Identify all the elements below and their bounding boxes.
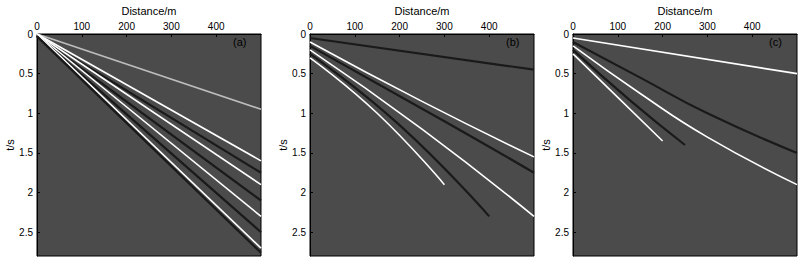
svg-text:Distance/m: Distance/m — [121, 5, 176, 17]
svg-text:0: 0 — [563, 29, 569, 40]
svg-text:Distance/m: Distance/m — [657, 5, 712, 17]
svg-text:400: 400 — [481, 21, 498, 32]
svg-text:200: 200 — [391, 21, 408, 32]
svg-text:(a): (a) — [233, 36, 246, 48]
svg-text:2.5: 2.5 — [555, 227, 569, 238]
svg-text:t/s: t/s — [277, 139, 289, 151]
svg-text:1.5: 1.5 — [292, 147, 306, 158]
svg-text:0.5: 0.5 — [292, 68, 306, 79]
svg-text:1: 1 — [563, 108, 569, 119]
svg-text:2: 2 — [27, 187, 33, 198]
svg-text:0: 0 — [27, 29, 33, 40]
svg-text:2.5: 2.5 — [19, 227, 33, 238]
svg-text:Distance/m: Distance/m — [394, 5, 449, 17]
svg-text:200: 200 — [654, 21, 671, 32]
svg-text:0: 0 — [300, 29, 306, 40]
svg-text:0: 0 — [34, 21, 40, 32]
svg-text:2.5: 2.5 — [292, 227, 306, 238]
svg-text:1.5: 1.5 — [19, 147, 33, 158]
svg-text:(c): (c) — [769, 36, 782, 48]
svg-text:0.5: 0.5 — [555, 68, 569, 79]
svg-text:400: 400 — [208, 21, 225, 32]
svg-text:t/s: t/s — [540, 139, 552, 151]
svg-text:300: 300 — [163, 21, 180, 32]
svg-text:300: 300 — [699, 21, 716, 32]
svg-text:100: 100 — [609, 21, 626, 32]
svg-text:(b): (b) — [506, 36, 519, 48]
svg-text:0: 0 — [570, 21, 576, 32]
svg-text:200: 200 — [118, 21, 135, 32]
svg-text:300: 300 — [436, 21, 453, 32]
svg-text:0.5: 0.5 — [19, 68, 33, 79]
svg-text:2: 2 — [563, 187, 569, 198]
svg-text:400: 400 — [744, 21, 761, 32]
svg-text:1: 1 — [300, 108, 306, 119]
svg-text:2: 2 — [300, 187, 306, 198]
svg-text:t/s: t/s — [4, 139, 16, 151]
svg-text:1: 1 — [27, 108, 33, 119]
svg-text:1.5: 1.5 — [555, 147, 569, 158]
svg-text:100: 100 — [73, 21, 90, 32]
svg-text:100: 100 — [346, 21, 363, 32]
svg-text:0: 0 — [307, 21, 313, 32]
